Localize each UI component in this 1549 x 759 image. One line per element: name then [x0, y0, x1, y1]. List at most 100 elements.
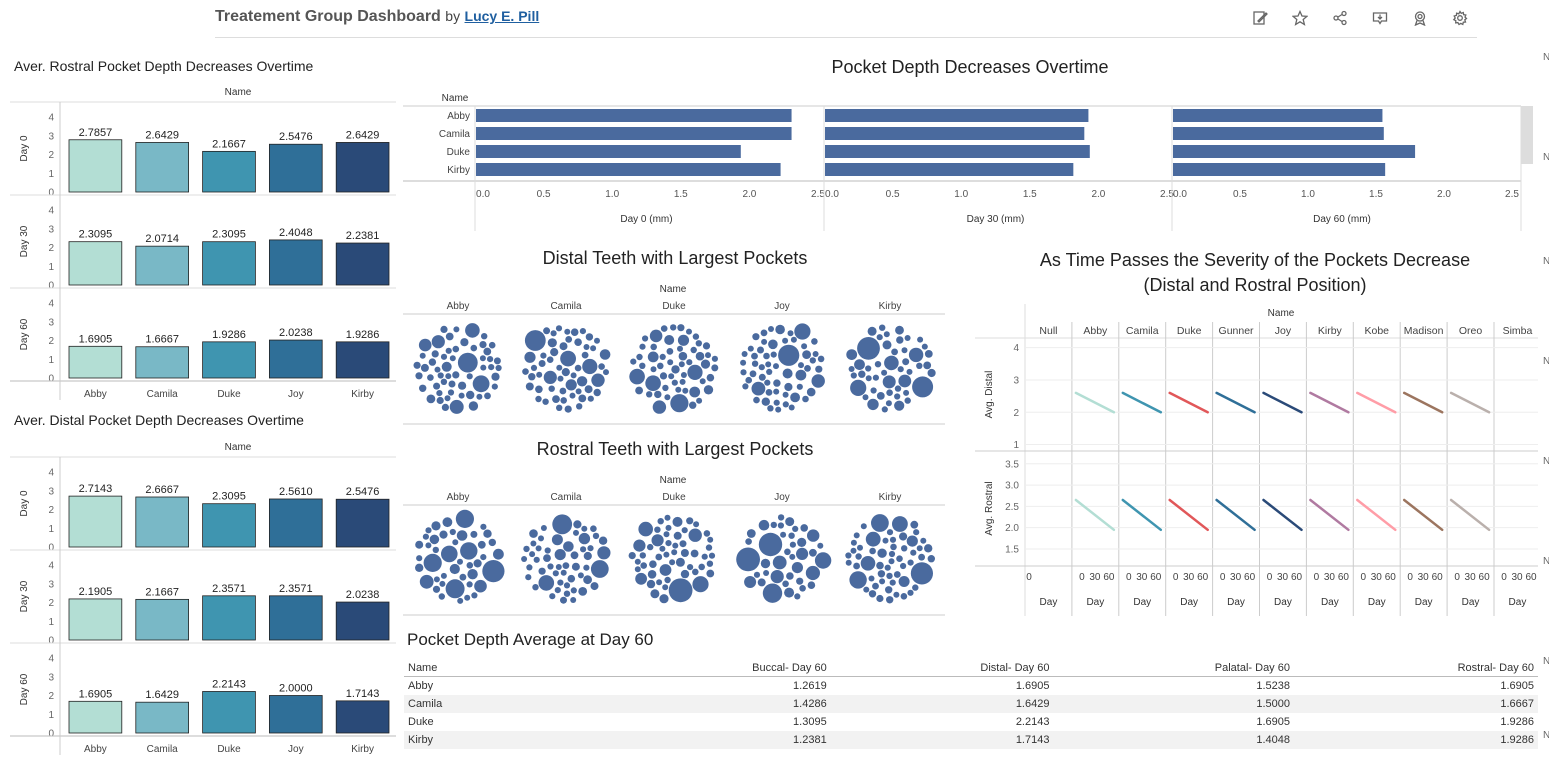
- rostral-bubbles-bubble: [789, 553, 796, 560]
- distal-bubbles-bubble: [457, 352, 478, 373]
- cell: 1.4286: [592, 695, 831, 713]
- lines-y-tick: 2.0: [1005, 523, 1019, 534]
- hbar-bar: [1173, 109, 1383, 122]
- distal-bar: [335, 498, 390, 548]
- lines-series-line: [1168, 391, 1209, 414]
- col-rostral-header[interactable]: Rostral- Day 60: [1293, 660, 1538, 677]
- rostral-bubbles-bubble: [562, 562, 570, 569]
- rostral-y-tick: 1: [48, 355, 54, 366]
- distal-bubbles-bubble: [798, 362, 804, 369]
- rostral-bubbles-bubble: [587, 545, 594, 552]
- distal-bubbles-bubble: [711, 355, 718, 362]
- distal-bar-label: 2.1667: [145, 586, 179, 598]
- col-name-header[interactable]: Name: [404, 660, 592, 677]
- distal-bubbles-bubble: [773, 363, 779, 370]
- distal-bubbles-bubble: [751, 360, 759, 367]
- rostral-bubble-chart: Name Abby Camila Duke Joy Kirby: [403, 475, 945, 616]
- col-distal-header[interactable]: Distal- Day 60: [830, 660, 1054, 677]
- download-icon[interactable]: [1367, 8, 1393, 28]
- distal-bubbles-bubble: [678, 351, 688, 361]
- rostral-bubbles-bubble: [635, 572, 647, 585]
- rostral-bubbles-bubble: [784, 548, 791, 556]
- distal-bubbles-bubble: [927, 368, 936, 378]
- table-row: Duke 1.3095 2.2143 1.6905 1.9286: [404, 713, 1538, 731]
- distal-bar: [268, 695, 323, 734]
- distal-bubbles-bubble: [680, 372, 687, 378]
- distal-y-tick: 4: [48, 468, 54, 479]
- rostral-bubbles-bubble: [762, 583, 783, 603]
- rostral-bar-label: 2.5476: [279, 131, 313, 143]
- rostral-bubbles-bubble: [581, 525, 588, 532]
- distal-bubbles-bubble: [470, 344, 478, 352]
- rostral-bubbles-bubble: [882, 537, 889, 544]
- hbar-bar: [1173, 145, 1416, 158]
- hbar-x-tick: 2.0: [742, 189, 756, 200]
- rostral-bubbles-bubble: [800, 524, 808, 532]
- rostral-bar-label: 2.4048: [279, 227, 313, 239]
- distal-bubbles-bubble: [703, 385, 714, 395]
- rostral-bubbles-bubble: [656, 579, 663, 586]
- rostral-bubbles-bubble: [634, 558, 641, 565]
- distal-bubbles-bubble: [765, 361, 772, 368]
- lines-series-line: [1309, 391, 1350, 414]
- edge-label: N: [1543, 656, 1549, 667]
- day60-table: Name Buccal- Day 60 Distal- Day 60 Palat…: [404, 660, 1538, 749]
- lines-y-tick: 2.5: [1005, 502, 1019, 513]
- distal-bubbles-bubble: [848, 366, 855, 372]
- distal-bubbles-bubble: [445, 347, 452, 354]
- distal-bubbles-bubble: [671, 365, 680, 374]
- distal-bubbles-bubble: [630, 358, 637, 365]
- distal-bubbles-bubble: [536, 371, 543, 378]
- rostral-bubbles-bubble: [693, 521, 700, 528]
- distal-bubbles-bubble: [659, 372, 668, 380]
- distal-bubbles-bubble: [650, 366, 657, 373]
- distal-bubbles-bubble: [686, 328, 692, 335]
- rostral-y-tick: 4: [48, 113, 54, 124]
- rostral-bubbles-bubble: [708, 552, 716, 559]
- distal-bubbles-bubble: [796, 383, 803, 390]
- rostral-bubbles-column-label: Abby: [447, 492, 470, 503]
- rostral-bubbles-bubble: [638, 521, 653, 537]
- lines-y-tick: 1: [1013, 440, 1019, 451]
- cell: 1.2619: [793, 680, 827, 692]
- distal-bubbles-bubble: [908, 347, 924, 363]
- cell: 1.6905: [1256, 716, 1290, 728]
- distal-bubbles-bubble: [420, 363, 429, 372]
- col-buccal-header[interactable]: Buccal- Day 60: [592, 660, 831, 677]
- cell: 1.4048: [1053, 731, 1294, 749]
- distal-bubbles-bubble: [775, 324, 785, 335]
- hbar-bar: [476, 109, 792, 122]
- share-icon[interactable]: [1327, 8, 1353, 28]
- lines-x-tick: 30: [1418, 572, 1430, 583]
- badge-icon[interactable]: [1407, 8, 1433, 28]
- rostral-bubbles-bubble: [433, 576, 440, 583]
- rostral-bubbles-bubble: [845, 552, 852, 559]
- hbar-x-label: Day 0 (mm): [620, 214, 672, 225]
- distal-bubbles-bubble: [782, 401, 789, 408]
- rostral-y-tick: 0: [48, 374, 54, 385]
- edge-label: N: [1543, 52, 1549, 63]
- lines-x-tick: 0: [1079, 572, 1085, 583]
- distal-bubbles-bubble: [664, 394, 671, 401]
- rostral-bubbles-bubble: [706, 560, 714, 567]
- star-icon[interactable]: [1287, 8, 1313, 28]
- rostral-bubbles-bubble: [532, 584, 539, 591]
- lines-series-line: [1262, 391, 1303, 414]
- rostral-bar-label: 1.6905: [79, 333, 113, 345]
- distal-bubbles-bubble: [886, 389, 893, 396]
- cell: 1.6905: [1015, 680, 1050, 692]
- lines-column-label: Gunner: [1219, 325, 1255, 337]
- distal-bubbles-bubble: [876, 334, 883, 341]
- col-palatal-header[interactable]: Palatal- Day 60: [1053, 660, 1294, 677]
- distal-bar-label: 2.7143: [79, 483, 113, 495]
- gear-icon[interactable]: [1447, 8, 1473, 28]
- distal-bubbles-bubble: [458, 392, 465, 399]
- edit-icon[interactable]: [1247, 8, 1273, 28]
- distal-bubbles-column-label: Joy: [774, 301, 790, 312]
- distal-bubbles-bubble: [559, 342, 568, 351]
- rostral-bubbles-bubble: [671, 549, 678, 556]
- edge-label: N: [1543, 152, 1549, 163]
- author-link[interactable]: Lucy E. Pill: [464, 8, 540, 24]
- rostral-bubbles-bubble: [440, 572, 447, 579]
- distal-bubbles-bubble: [528, 373, 536, 381]
